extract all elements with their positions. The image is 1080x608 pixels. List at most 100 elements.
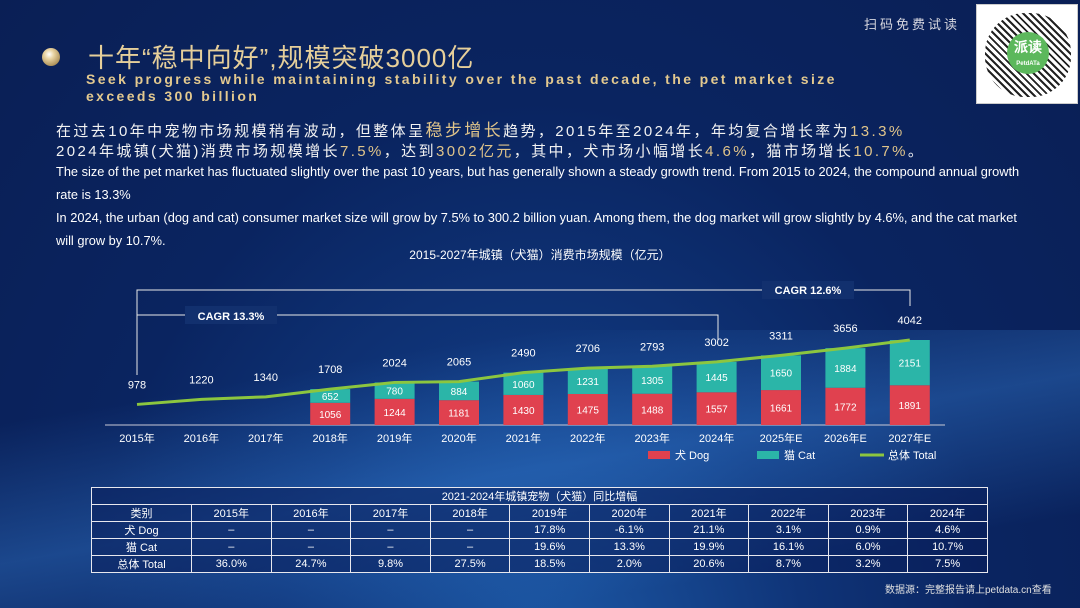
table-header-cell: 2024年: [907, 504, 988, 522]
table-cell: 10.7%: [907, 538, 988, 556]
table-cell: 17.8%: [509, 521, 590, 539]
data-source: 数据源：完整报告请上petdata.cn查看: [885, 585, 1052, 596]
summary-cn-line2: 2024年城镇(犬猫)消费市场规模增长7.5%，达到3002亿元，其中，犬市场小…: [56, 143, 926, 160]
total-value-label: 2065: [447, 357, 471, 369]
bar-cat: [825, 348, 866, 388]
table-cell: 36.0%: [191, 555, 272, 573]
x-tick-label: 2015年: [119, 431, 154, 445]
table-cell: 18.5%: [509, 555, 590, 573]
cat-value-label: 652: [322, 392, 339, 403]
bar-cat: [374, 382, 415, 399]
dog-value-label: 1557: [705, 405, 728, 416]
x-tick-label: 2027年E: [888, 431, 931, 445]
bar-dog: [439, 400, 479, 425]
total-value-label: 1708: [318, 364, 342, 376]
cat-value-label: 2151: [899, 359, 922, 370]
table-cell: 0.9%: [827, 521, 909, 539]
total-value-label: 2793: [640, 341, 664, 353]
table-header-cell: 2015年: [191, 504, 272, 522]
table-header-cell: 2019年: [509, 504, 590, 522]
qr-code[interactable]: 派读 PetdATa: [976, 4, 1078, 104]
table-row: 总体 Total 36.0% 24.7% 9.8% 27.5% 18.5% 2.0% 20.6…: [91, 555, 988, 573]
table-cell: –: [191, 538, 272, 556]
x-tick-label: 2018年: [312, 431, 347, 445]
total-value-label: 2024: [382, 357, 406, 369]
bar-cat: [696, 361, 737, 393]
x-tick-label: 2021年: [506, 431, 541, 445]
x-tick-label: 2019年: [377, 431, 412, 445]
cat-value-label: 1884: [834, 364, 857, 375]
table-header-cell: 2022年: [748, 504, 829, 522]
bar-dog: [889, 385, 930, 425]
cat-value-label: 780: [386, 387, 403, 398]
total-value-label: 2490: [511, 348, 535, 360]
bar-cat: [567, 368, 608, 394]
table-cell: 21.1%: [668, 521, 750, 539]
cagr-12-label: CAGR 12.6%: [775, 285, 842, 297]
table-cell: 27.5%: [429, 555, 511, 573]
table-header-cell: 2020年: [588, 504, 670, 522]
total-value-label: 2706: [576, 343, 600, 355]
bar-cat: [761, 355, 801, 391]
table-cell: –: [429, 521, 511, 539]
x-tick-label: 2016年: [184, 431, 219, 445]
bar-cat: [632, 366, 673, 394]
bar-dog: [374, 398, 415, 425]
table-cell: 9.8%: [350, 555, 431, 573]
summary-en-1: The size of the pet market has fluctuate…: [56, 164, 1020, 202]
total-line: [136, 338, 910, 406]
bar-cat: [503, 372, 544, 395]
dog-value-label: 1056: [319, 410, 342, 421]
bar-cat: [439, 381, 479, 401]
total-value-label: 1220: [189, 374, 213, 386]
total-value-label: 978: [128, 379, 146, 391]
table-cell: –: [429, 538, 511, 556]
table-cell: –: [350, 521, 431, 539]
dog-value-label: 1661: [770, 404, 793, 415]
total-value-label: 1340: [254, 372, 278, 384]
x-tick-label: 2017年: [248, 431, 283, 445]
dog-value-label: 1772: [834, 402, 857, 413]
cat-value-label: 1445: [705, 373, 728, 384]
dog-value-label: 1430: [512, 406, 535, 417]
table-cell: -6.1%: [588, 521, 670, 539]
legend-dog: 犬 Dog: [675, 448, 709, 462]
bar-dog: [761, 390, 801, 425]
cagr-12-bg: [762, 281, 854, 299]
cagr-13-label: CAGR 13.3%: [198, 311, 265, 323]
x-tick-label: 2026年E: [824, 431, 867, 445]
table-cell: 2.0%: [588, 555, 670, 573]
table-header-cell: 2023年: [827, 504, 909, 522]
table-cell: 总体 Total: [91, 555, 192, 573]
total-value-label: 3311: [769, 330, 793, 342]
legend-cat-swatch: [757, 451, 779, 459]
table-header-cell: 2018年: [429, 504, 511, 522]
table-header-cell: 类别: [91, 504, 192, 522]
cat-value-label: 1305: [641, 376, 664, 387]
legend-dog-swatch: [648, 451, 670, 459]
summary-cn-line1: 在过去10年中宠物市场规模稍有波动，但整体呈稳步增长趋势，2015年至2024年…: [56, 121, 905, 140]
table-cell: 19.6%: [509, 538, 590, 556]
page-subtitle: Seek progress while maintaining stabilit…: [86, 71, 837, 104]
bullet-icon: [42, 48, 60, 66]
dog-value-label: 1891: [899, 401, 922, 412]
table-cell: 20.6%: [668, 555, 750, 573]
page-title: 十年“稳中向好”,规模突破3000亿: [88, 43, 475, 73]
table-cell: 8.7%: [748, 555, 829, 573]
dog-value-label: 1475: [577, 405, 600, 416]
table-cell: –: [350, 538, 431, 556]
table-cell: 猫 Cat: [91, 538, 192, 556]
cagr-13-bg: [185, 306, 277, 324]
table-header-row: 类别 2015年 2016年 2017年 2018年 2019年 2020年 2021年 202…: [91, 504, 988, 522]
x-tick-label: 2023年: [634, 431, 669, 445]
cat-value-label: 1060: [512, 380, 535, 391]
cagr-12-bracket: [136, 289, 911, 375]
total-value-label: 4042: [898, 315, 922, 327]
table-row: 猫 Cat – – – –19.6% 13.3% 19.9% 16.1% 6.0% 10.7%: [91, 538, 988, 556]
table-cell: 19.9%: [668, 538, 750, 556]
table-cell: 13.3%: [588, 538, 670, 556]
qr-logo: 派读 PetdATa: [1007, 32, 1049, 74]
table-cell: –: [270, 538, 352, 556]
table-cell: 4.6%: [907, 521, 988, 539]
bar-dog: [503, 394, 544, 425]
